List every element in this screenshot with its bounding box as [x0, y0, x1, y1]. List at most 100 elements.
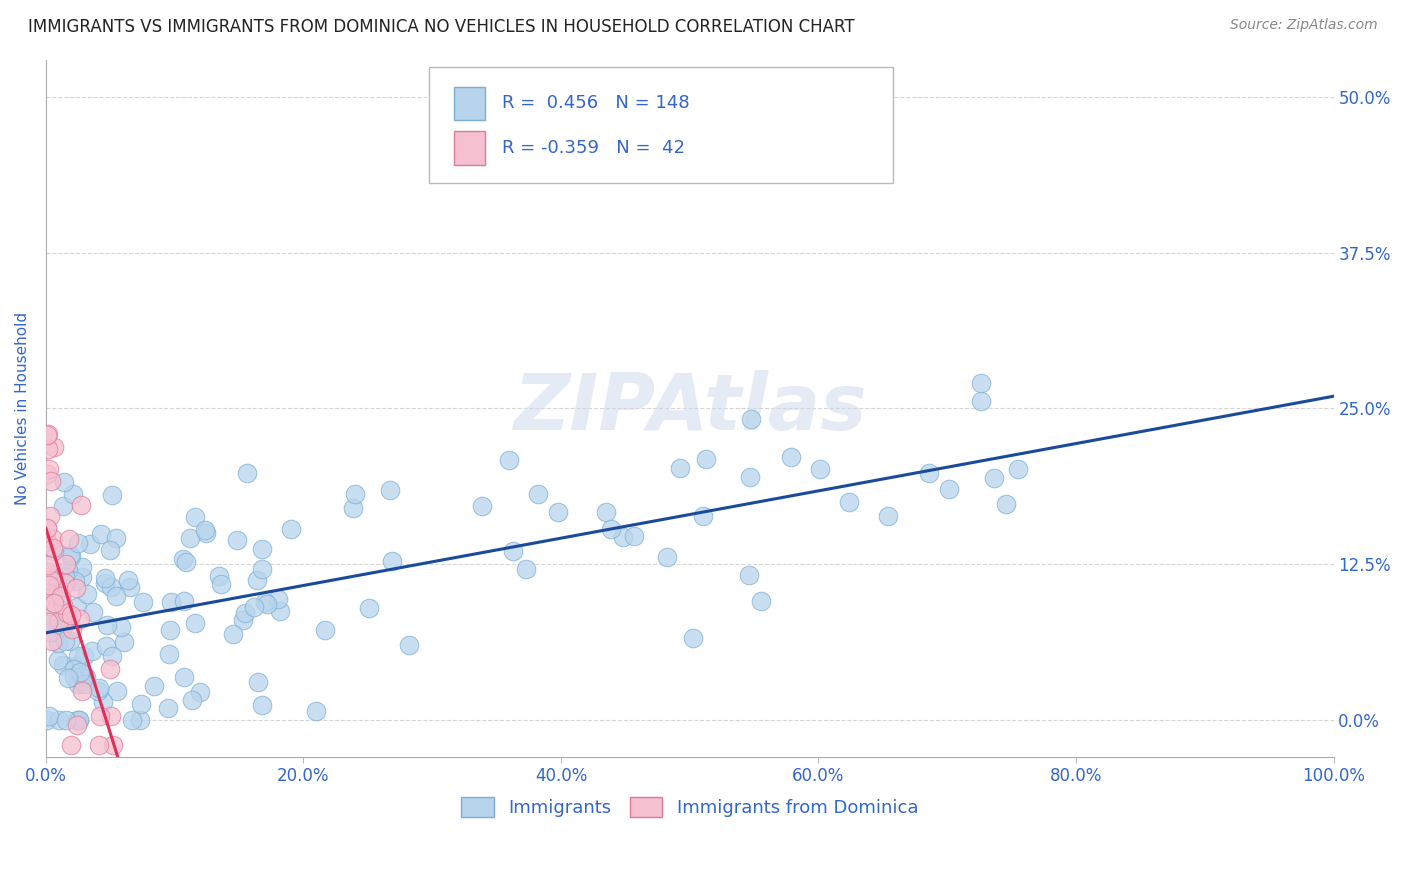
Text: Source: ZipAtlas.com: Source: ZipAtlas.com	[1230, 18, 1378, 32]
Point	[994, 497, 1017, 511]
Point	[59, 548, 82, 562]
Point	[269, 604, 291, 618]
Point	[46, 653, 69, 667]
Point	[37, 713, 59, 727]
Point	[253, 595, 276, 609]
Text: R =  0.456   N = 148: R = 0.456 N = 148	[502, 95, 689, 112]
Point	[970, 394, 993, 409]
Point	[100, 708, 122, 723]
Point	[53, 633, 76, 648]
Point	[527, 486, 550, 500]
Point	[65, 581, 87, 595]
Point	[236, 466, 259, 480]
Point	[55, 568, 77, 582]
Point	[70, 498, 93, 512]
Point	[90, 527, 112, 541]
Text: ZIPAtlas: ZIPAtlas	[513, 370, 866, 446]
Point	[600, 522, 623, 536]
Point	[42, 541, 65, 555]
Point	[59, 549, 82, 563]
Point	[100, 580, 122, 594]
Legend: Immigrants, Immigrants from Dominica: Immigrants, Immigrants from Dominica	[454, 789, 925, 824]
Point	[37, 426, 59, 441]
Point	[623, 529, 645, 543]
Point	[246, 574, 269, 588]
Point	[37, 558, 59, 573]
Point	[250, 542, 273, 557]
Point	[52, 599, 75, 613]
Point	[42, 568, 65, 582]
Point	[89, 738, 111, 752]
Point	[243, 599, 266, 614]
Point	[595, 505, 617, 519]
Point	[37, 467, 59, 482]
Point	[381, 554, 404, 568]
Point	[195, 526, 218, 541]
Point	[98, 543, 121, 558]
Point	[129, 697, 152, 711]
Point	[52, 658, 75, 673]
Point	[398, 638, 420, 652]
Point	[66, 677, 89, 691]
Point	[250, 698, 273, 712]
Point	[38, 578, 60, 592]
Point	[156, 701, 179, 715]
Point	[73, 677, 96, 691]
Point	[70, 569, 93, 583]
Point	[305, 704, 328, 718]
Text: IMMIGRANTS VS IMMIGRANTS FROM DOMINICA NO VEHICLES IN HOUSEHOLD CORRELATION CHAR: IMMIGRANTS VS IMMIGRANTS FROM DOMINICA N…	[28, 18, 855, 36]
Point	[159, 647, 181, 661]
Point	[1007, 462, 1029, 476]
Point	[918, 466, 941, 480]
Point	[60, 607, 83, 622]
Point	[39, 474, 62, 488]
Point	[35, 533, 58, 548]
Point	[51, 622, 73, 636]
Point	[69, 612, 91, 626]
Point	[682, 631, 704, 645]
Point	[87, 683, 110, 698]
Point	[38, 586, 60, 600]
Point	[121, 713, 143, 727]
Point	[174, 555, 197, 569]
Point	[780, 450, 803, 464]
Point	[66, 718, 89, 732]
Point	[172, 552, 194, 566]
Point	[181, 693, 204, 707]
Point	[207, 569, 229, 583]
Point	[498, 453, 520, 467]
Point	[79, 537, 101, 551]
Point	[38, 709, 60, 723]
Point	[46, 636, 69, 650]
Point	[38, 599, 60, 614]
Point	[58, 614, 80, 628]
Point	[173, 594, 195, 608]
Point	[63, 574, 86, 589]
Point	[37, 566, 59, 580]
Point	[38, 609, 60, 624]
Point	[49, 591, 72, 605]
Point	[39, 617, 62, 632]
Point	[233, 606, 256, 620]
Point	[378, 483, 401, 497]
Point	[55, 557, 77, 571]
Point	[252, 562, 274, 576]
Point	[41, 532, 63, 546]
Point	[738, 568, 761, 582]
Point	[256, 597, 278, 611]
Y-axis label: No Vehicles in Household: No Vehicles in Household	[15, 311, 30, 505]
Point	[39, 624, 62, 639]
Point	[160, 595, 183, 609]
Point	[63, 662, 86, 676]
Point	[89, 708, 111, 723]
Point	[67, 648, 90, 663]
Point	[225, 533, 247, 547]
Point	[132, 595, 155, 609]
Point	[62, 671, 84, 685]
Point	[104, 531, 127, 545]
Point	[72, 684, 94, 698]
Point	[55, 575, 77, 590]
Point	[87, 681, 110, 696]
Point	[179, 531, 201, 545]
Point	[55, 713, 77, 727]
